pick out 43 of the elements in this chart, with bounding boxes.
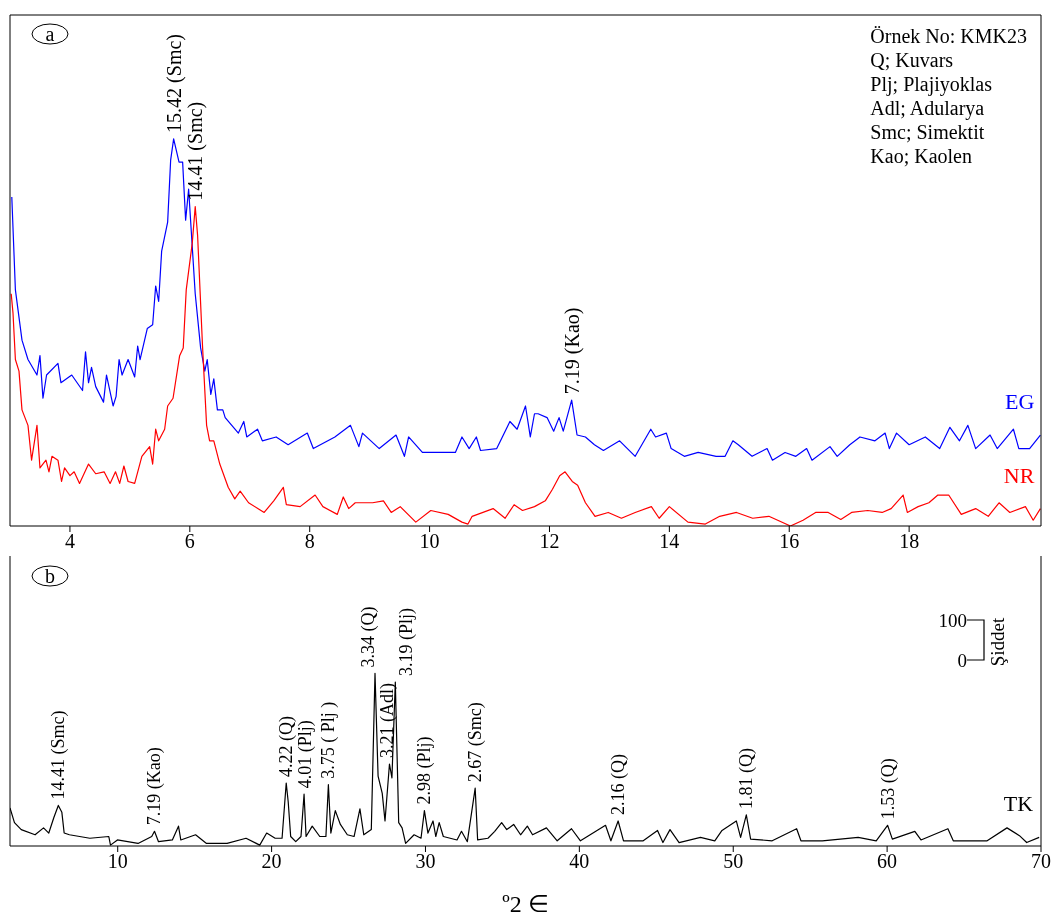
annotation: 3.34 (Q) [357, 606, 379, 668]
x-tick-label: 18 [899, 530, 920, 553]
annotation: 1.81 (Q) [736, 747, 758, 809]
annotation: 14.41 (Smc) [48, 710, 70, 800]
annotation: 14.41 (Smc) [184, 101, 208, 201]
annotation: Kao; Kaolen [870, 144, 973, 168]
x-tick-label: 40 [569, 850, 590, 873]
annotation: 3.21 (Adl) [376, 683, 398, 759]
annotation: 7.19 (Kao) [144, 747, 166, 826]
text: Adl; Adularya [870, 96, 986, 120]
x-tick-label: 10 [107, 850, 128, 873]
x-tick-label: 70 [1031, 850, 1051, 873]
x-tick-label: 16 [779, 530, 800, 553]
text: Q; Kuvars [870, 48, 955, 72]
x-tick-label: 14 [659, 530, 680, 553]
text: 0 [957, 650, 967, 671]
text: 100 [938, 610, 967, 631]
annotation: 3.19 (Plj) [395, 608, 417, 677]
annotation: 2.98 (Plj) [414, 736, 436, 805]
annotation: 2.67 (Smc) [465, 702, 487, 783]
x-tick-label: 50 [723, 850, 744, 873]
x-tick-label: 8 [304, 530, 315, 553]
x-tick-label: 20 [261, 850, 282, 873]
annotation: 15.42 (Smc) [162, 33, 186, 133]
x-tick-label: 10 [419, 530, 440, 553]
x-tick-label: 6 [184, 530, 195, 553]
text: Örnek No: KMK23 [870, 24, 1027, 48]
series-label: EG [1005, 389, 1035, 415]
series-label: NR [1003, 462, 1035, 488]
annotation: 7.19 (Kao) [560, 307, 584, 395]
annotation: 1.53 (Q) [877, 758, 899, 820]
x-tick-label: 12 [539, 530, 560, 553]
x-tick-label: 30 [415, 850, 436, 873]
x-tick-label: 60 [877, 850, 898, 873]
x-tick-label: 4 [64, 530, 75, 553]
annotation: Smc; Simektit [870, 120, 986, 144]
annotation: 3.75 ( Plj ) [318, 701, 340, 779]
text: Plj; Plajiyoklas [870, 72, 994, 96]
annotation: 4.22 (Q) [275, 715, 297, 777]
series-label: TK [1003, 791, 1034, 817]
x-axis-title: º2 ∈ [502, 891, 549, 917]
text: Şiddet [987, 617, 1009, 667]
annotation: 2.16 (Q) [608, 753, 630, 815]
